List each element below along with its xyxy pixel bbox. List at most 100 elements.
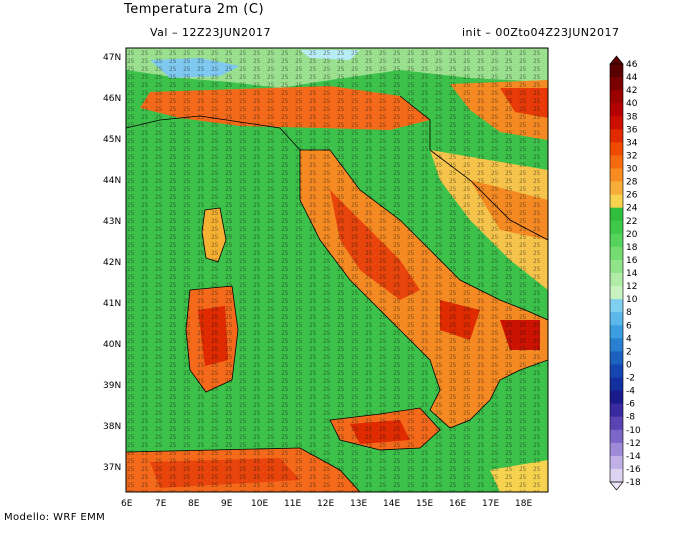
lon-label: 18E <box>515 499 532 509</box>
coastlines <box>126 95 548 492</box>
colorbar-label: -8 <box>626 413 635 423</box>
colorbar-label: 6 <box>626 321 632 331</box>
colorbar-label: 44 <box>626 73 638 83</box>
lat-label: 40N <box>103 340 121 350</box>
colorbar-swatch <box>610 207 623 222</box>
colorbar-swatch <box>610 194 623 209</box>
lon-label: 11E <box>284 499 301 509</box>
lat-label: 44N <box>103 176 121 186</box>
lon-label: 7E <box>155 499 167 509</box>
colorbar-swatch <box>610 64 623 78</box>
temperature-map <box>126 48 548 492</box>
lat-label: 46N <box>103 94 121 104</box>
colorbar-top-arrow <box>609 55 624 65</box>
colorbar-label: 36 <box>626 125 638 135</box>
lon-label: 16E <box>449 499 466 509</box>
lon-label: 8E <box>188 499 200 509</box>
lon-label: 9E <box>221 499 233 509</box>
colorbar-label: 2 <box>626 347 632 357</box>
map-frame <box>125 47 549 493</box>
colorbar-swatch <box>610 429 623 444</box>
colorbar-swatch <box>610 338 623 352</box>
colorbar-label: 46 <box>626 60 638 70</box>
colorbar-swatch <box>610 142 623 156</box>
colorbar-label: -10 <box>626 426 641 436</box>
colorbar-swatch <box>610 220 623 235</box>
colorbar: 4644424038363432302826242220181614121086… <box>609 55 641 491</box>
colorbar-label: 8 <box>626 308 632 318</box>
colorbar-label: 38 <box>626 112 638 122</box>
colorbar-swatch <box>610 259 623 274</box>
colorbar-label: 14 <box>626 269 638 279</box>
colorbar-label: 28 <box>626 178 638 188</box>
colorbar-label: -16 <box>626 465 641 475</box>
colorbar-bottom-arrow <box>609 481 624 491</box>
colorbar-swatch <box>610 377 623 391</box>
colorbar-label: 4 <box>626 334 632 344</box>
lon-label: 12E <box>317 499 334 509</box>
chart-title: Temperatura 2m (C) <box>124 2 265 17</box>
colorbar-label: 24 <box>626 204 638 214</box>
lat-label: 39N <box>103 381 121 391</box>
colorbar-swatch <box>610 116 623 130</box>
colorbar-label: 20 <box>626 230 638 240</box>
colorbar-label: 30 <box>626 165 638 175</box>
lat-label: 43N <box>103 217 121 227</box>
colorbar-label: 42 <box>626 86 637 96</box>
colorbar-label: 16 <box>626 256 638 266</box>
lat-label: 41N <box>103 299 121 309</box>
colorbar-label: 18 <box>626 243 638 253</box>
lon-label: 10E <box>251 499 268 509</box>
colorbar-label: 22 <box>626 217 637 227</box>
colorbar-swatch <box>610 351 623 365</box>
colorbar-swatch <box>610 181 623 196</box>
colorbar-swatch <box>610 364 623 378</box>
colorbar-swatch <box>610 77 623 91</box>
lon-label: 17E <box>482 499 499 509</box>
lat-axis: 47N 46N 45N 44N 43N 42N 41N 40N 39N 38N … <box>103 53 121 473</box>
colorbar-label: -4 <box>626 387 635 397</box>
colorbar-label: -14 <box>626 452 641 462</box>
colorbar-swatch <box>610 286 623 300</box>
colorbar-swatch <box>610 103 623 117</box>
colorbar-swatch <box>610 325 623 339</box>
colorbar-swatch <box>610 168 623 182</box>
colorbar-label: 26 <box>626 191 638 201</box>
colorbar-label: -2 <box>626 374 635 384</box>
valid-time: Val – 12Z23JUN2017 <box>150 26 272 39</box>
colorbar-label: -18 <box>626 478 641 488</box>
colorbar-swatch <box>610 403 623 418</box>
lat-label: 47N <box>103 53 121 63</box>
colorbar-swatch <box>610 299 623 313</box>
colorbar-label: 12 <box>626 282 637 292</box>
colorbar-swatch <box>610 312 623 326</box>
lon-axis: 6E 7E 8E 9E 10E 11E 12E 13E 14E 15E 16E … <box>121 499 532 509</box>
lat-label: 38N <box>103 422 121 432</box>
colorbar-swatch <box>610 416 623 431</box>
colorbar-label: 10 <box>626 295 638 305</box>
lon-label: 6E <box>121 499 133 509</box>
colorbar-swatch <box>610 455 623 470</box>
lon-label: 14E <box>383 499 400 509</box>
colorbar-label: 32 <box>626 151 637 161</box>
init-time: init – 00Zto04Z23JUN2017 <box>462 26 620 39</box>
lat-label: 45N <box>103 135 121 145</box>
colorbar-swatch <box>610 390 623 405</box>
colorbar-label: 40 <box>626 99 638 109</box>
model-label: Modello: WRF EMM <box>4 512 106 523</box>
colorbar-swatch <box>610 273 623 287</box>
colorbar-swatch <box>610 129 623 143</box>
colorbar-label: -6 <box>626 400 635 410</box>
lat-label: 37N <box>103 463 121 473</box>
colorbar-label: 0 <box>626 360 632 370</box>
lon-label: 13E <box>350 499 367 509</box>
lat-label: 42N <box>103 258 121 268</box>
colorbar-swatch <box>610 90 623 104</box>
colorbar-swatch <box>610 155 623 169</box>
colorbar-swatch <box>610 468 623 483</box>
colorbar-swatch <box>610 442 623 457</box>
colorbar-label: 34 <box>626 138 638 148</box>
colorbar-swatch <box>610 246 623 261</box>
colorbar-label: -12 <box>626 439 641 449</box>
